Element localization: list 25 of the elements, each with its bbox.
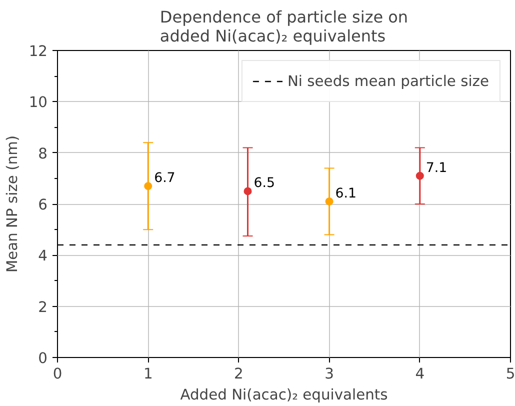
x-tick-label: 0 xyxy=(52,366,62,382)
point xyxy=(244,187,252,196)
x-tick-label: 2 xyxy=(234,366,244,382)
y-axis-title: Mean NP size (nm) xyxy=(4,135,21,273)
data-label: 6.1 xyxy=(335,186,357,202)
data-label: 6.7 xyxy=(154,171,176,186)
x-tick-label: 5 xyxy=(506,366,515,382)
data-label: 7.1 xyxy=(426,160,448,176)
x-tick-label: 1 xyxy=(143,366,153,382)
y-tick-label: 0 xyxy=(38,350,48,367)
x-tick-label: 3 xyxy=(324,366,334,382)
chart-title: Dependence of particle size on added Ni(acac)₂ equivalents xyxy=(160,8,408,46)
y-tick-label: 12 xyxy=(28,43,48,60)
y-tick-label: 6 xyxy=(38,196,48,214)
y-tick-label: 2 xyxy=(38,298,48,316)
x-axis-title: Added Ni(acac)₂ equivalents xyxy=(180,386,388,404)
data-label: 6.5 xyxy=(254,176,275,192)
point xyxy=(416,172,424,180)
x-tick-label: 4 xyxy=(415,366,425,382)
y-tick-label: 8 xyxy=(38,145,48,162)
point xyxy=(325,197,334,206)
y-tick-label: 10 xyxy=(28,94,48,112)
y-tick-label: 4 xyxy=(38,248,48,265)
point xyxy=(144,182,152,190)
legend-label: Ni seeds mean particle size xyxy=(287,72,489,90)
